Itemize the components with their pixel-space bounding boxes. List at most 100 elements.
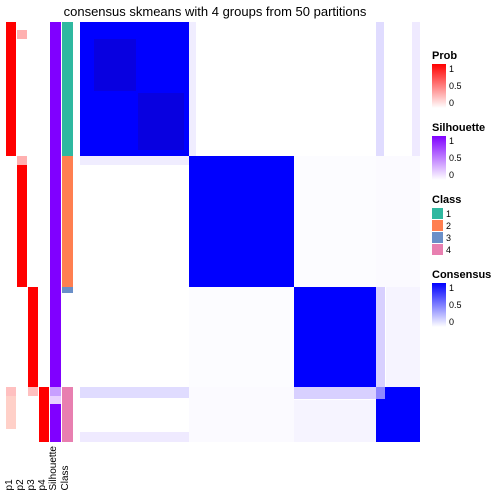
annot-segment xyxy=(6,287,16,388)
legend-class-item: 2 xyxy=(432,220,498,231)
annot-label-class: Class xyxy=(60,446,71,490)
legend-swatch xyxy=(432,244,443,255)
heatmap-block xyxy=(189,156,294,286)
legend-tick: 0 xyxy=(449,170,462,180)
annot-segment xyxy=(50,156,61,286)
annot-segment xyxy=(6,396,16,430)
annot-segment xyxy=(50,287,61,388)
legend-tick: 1 xyxy=(449,136,462,146)
legend-tick: 1 xyxy=(449,283,462,293)
legends: Prob 10.50 Silhouette 10.50 Class 1234 C… xyxy=(432,50,498,341)
annot-segment xyxy=(28,156,38,286)
consensus-heatmap xyxy=(80,22,420,442)
legend-class-item: 4 xyxy=(432,244,498,255)
annotation-columns xyxy=(6,22,73,442)
legend-class-label: 1 xyxy=(446,209,451,219)
heatmap-block xyxy=(294,400,376,442)
legend-tick: 0.5 xyxy=(449,153,462,163)
annot-segment xyxy=(17,22,27,30)
legend-silhouette-title: Silhouette xyxy=(432,122,498,134)
legend-class-item: 3 xyxy=(432,232,498,243)
legend-silhouette-ticks: 10.50 xyxy=(449,136,462,180)
annot-col-p4 xyxy=(39,22,49,442)
legend-class-label: 4 xyxy=(446,245,451,255)
annotation-labels: p1p2p3p4SilhouetteClass xyxy=(4,446,71,490)
heatmap-block xyxy=(376,387,386,399)
annot-segment xyxy=(62,293,73,388)
annot-label-silhouette: Silhouette xyxy=(48,446,59,490)
heatmap-block xyxy=(189,387,294,442)
heatmap-block xyxy=(80,387,189,398)
legend-consensus-ticks: 10.50 xyxy=(449,283,462,327)
legend-tick: 1 xyxy=(449,64,462,74)
legend-class-item: 1 xyxy=(432,208,498,219)
annot-segment xyxy=(17,156,27,164)
heatmap-block xyxy=(376,287,386,388)
legend-tick: 0 xyxy=(449,98,462,108)
annot-segment xyxy=(17,165,27,287)
annot-col-p1 xyxy=(6,22,16,442)
heatmap-block xyxy=(138,93,184,150)
heatmap-block xyxy=(412,22,421,156)
annot-segment xyxy=(50,387,61,395)
legend-silhouette: Silhouette 10.50 xyxy=(432,122,498,180)
legend-consensus-title: Consensus xyxy=(432,269,498,281)
heatmap-block xyxy=(376,156,420,286)
annot-segment xyxy=(17,287,27,388)
annot-segment xyxy=(6,387,16,395)
legend-class: Class 1 2 3 4 xyxy=(432,194,498,255)
heatmap-block xyxy=(80,156,189,164)
annot-segment xyxy=(28,287,38,388)
legend-silhouette-gradient xyxy=(432,136,446,180)
legend-swatch xyxy=(432,208,443,219)
heatmap-block xyxy=(294,287,376,388)
annot-col-silhouette xyxy=(50,22,61,442)
annot-label-p4: p4 xyxy=(37,446,47,490)
heatmap-block xyxy=(386,287,420,388)
legend-class-label: 2 xyxy=(446,221,451,231)
heatmap-block xyxy=(80,432,189,443)
heatmap-block xyxy=(294,387,376,399)
annot-segment xyxy=(28,22,38,156)
annot-segment xyxy=(17,387,27,442)
annot-col-class xyxy=(62,22,73,442)
annot-segment xyxy=(6,429,16,442)
heatmap-block xyxy=(294,156,376,286)
annot-label-p2: p2 xyxy=(15,446,25,490)
legend-tick: 0.5 xyxy=(449,81,462,91)
annot-segment xyxy=(6,156,16,286)
legend-consensus: Consensus 10.50 xyxy=(432,269,498,327)
annot-segment xyxy=(62,22,73,156)
legend-prob-gradient xyxy=(432,64,446,108)
legend-tick: 0 xyxy=(449,317,462,327)
legend-prob-title: Prob xyxy=(432,50,498,62)
annot-segment xyxy=(50,396,61,404)
annot-segment xyxy=(50,404,61,442)
annot-segment xyxy=(62,156,73,286)
legend-prob-ticks: 10.50 xyxy=(449,64,462,108)
annot-segment xyxy=(39,156,49,286)
legend-class-label: 3 xyxy=(446,233,451,243)
annot-segment xyxy=(28,387,38,395)
legend-tick: 0.5 xyxy=(449,300,462,310)
heatmap-block xyxy=(189,22,196,156)
annot-segment xyxy=(39,387,49,442)
annot-segment xyxy=(17,39,27,157)
heatmap-block xyxy=(189,287,294,388)
annot-segment xyxy=(62,387,73,442)
legend-class-title: Class xyxy=(432,194,498,206)
annot-segment xyxy=(6,22,16,156)
annot-label-p3: p3 xyxy=(26,446,36,490)
annot-label-p1: p1 xyxy=(4,446,14,490)
legend-swatch xyxy=(432,232,443,243)
annot-segment xyxy=(28,396,38,442)
annot-segment xyxy=(39,287,49,388)
annot-segment xyxy=(50,22,61,156)
legend-consensus-gradient xyxy=(432,283,446,327)
heatmap-block xyxy=(376,22,385,156)
heatmap-block xyxy=(94,39,137,92)
legend-swatch xyxy=(432,220,443,231)
annot-segment xyxy=(17,30,27,38)
annot-col-p3 xyxy=(28,22,38,442)
annot-col-p2 xyxy=(17,22,27,442)
